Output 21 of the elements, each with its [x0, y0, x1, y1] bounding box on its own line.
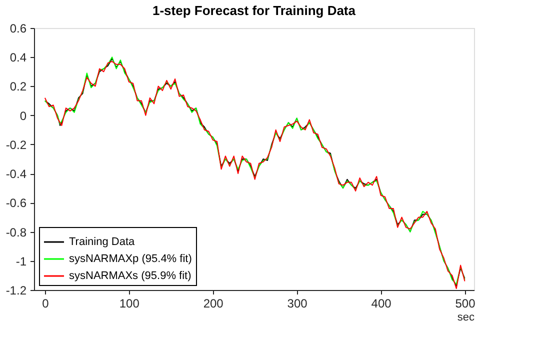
- y-tick-label: 0: [20, 108, 27, 123]
- y-tick-label: -0.6: [6, 196, 27, 210]
- y-tick-label: -1.2: [6, 284, 27, 298]
- legend-label: sysNARMAXp (95.4% fit): [69, 253, 192, 265]
- y-tick-label: -0.2: [6, 138, 27, 152]
- y-tick-label: 0.4: [10, 50, 27, 65]
- x-axis-title: sec: [457, 312, 475, 324]
- legend-label: Training Data: [69, 236, 136, 248]
- y-tick-label: 0.2: [10, 80, 27, 94]
- legend-label: sysNARMAXs (95.9% fit): [69, 270, 192, 282]
- y-tick-label: 0.6: [10, 22, 27, 36]
- y-tick-label: -0.4: [6, 167, 27, 182]
- x-tick-label: 0: [42, 296, 50, 310]
- x-tick-label: 300: [287, 296, 308, 310]
- y-tick-label: -0.8: [6, 225, 27, 240]
- y-tick-label: -1: [16, 254, 27, 268]
- x-tick-label: 100: [119, 296, 140, 310]
- x-tick-label: 200: [203, 296, 224, 310]
- x-tick-label: 500: [455, 296, 476, 310]
- x-tick-label: 400: [371, 296, 392, 310]
- chart-title: 1-step Forecast for Training Data: [152, 3, 356, 18]
